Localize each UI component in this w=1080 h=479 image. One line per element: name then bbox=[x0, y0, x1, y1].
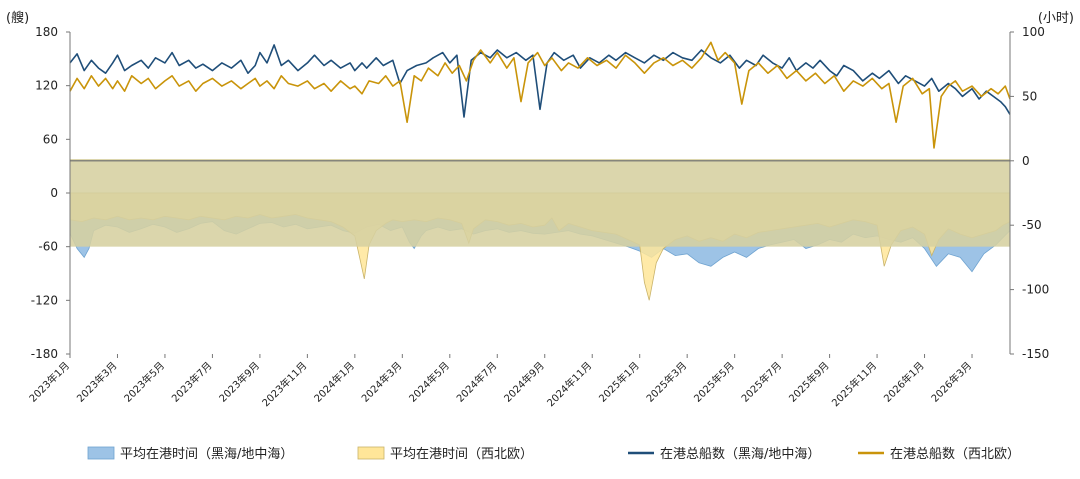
right-tick-label: 50 bbox=[1022, 89, 1037, 103]
x-tick-label: 2025年7月 bbox=[738, 359, 784, 405]
x-tick-label: 2024年9月 bbox=[501, 359, 547, 405]
x-tick-label: 2023年9月 bbox=[216, 359, 262, 405]
right-tick-label: 0 bbox=[1022, 154, 1030, 168]
left-tick-label: 180 bbox=[35, 25, 58, 39]
x-tick-label: 2024年1月 bbox=[311, 359, 357, 405]
right-tick-label: -100 bbox=[1022, 283, 1049, 297]
x-axis-ticks: 2023年1月 2023年3月 2023年5月 2023年7月 2023年9月2023年… bbox=[26, 354, 974, 409]
legend-swatch bbox=[87, 446, 115, 460]
x-tick-label: 2024年7月 bbox=[454, 359, 500, 405]
shaded-overlay-band bbox=[70, 159, 1010, 247]
right-tick-label: -150 bbox=[1022, 347, 1049, 361]
left-tick-label: -180 bbox=[31, 347, 58, 361]
line-series-group bbox=[69, 41, 1011, 149]
x-tick-label: 2024年11月 bbox=[544, 359, 594, 409]
left-tick-label: -120 bbox=[31, 293, 58, 307]
x-tick-label: 2023年1月 bbox=[26, 359, 72, 405]
x-tick-label: 2025年1月 bbox=[596, 359, 642, 405]
x-tick-label: 2025年5月 bbox=[691, 359, 737, 405]
x-tick-label: 2025年3月 bbox=[643, 359, 689, 405]
right-axis-ticks: 100 50 0 -50 -100 -150 bbox=[1010, 25, 1049, 361]
right-tick-label: 100 bbox=[1022, 25, 1045, 39]
x-tick-label: 2025年9月 bbox=[786, 359, 832, 405]
legend-label: 平均在港时间（黑海/地中海） bbox=[120, 447, 293, 462]
legend-label: 在港总船数（黑海/地中海） bbox=[660, 447, 820, 462]
right-tick-label: -50 bbox=[1022, 218, 1042, 232]
left-tick-label: -60 bbox=[38, 240, 58, 254]
x-tick-label: 2024年5月 bbox=[406, 359, 452, 405]
left-tick-label: 60 bbox=[43, 132, 58, 146]
x-tick-label: 2023年7月 bbox=[169, 359, 215, 405]
x-tick-label: 2023年3月 bbox=[74, 359, 120, 405]
legend-label: 在港总船数（西北欧） bbox=[890, 447, 1020, 462]
line-series-2 bbox=[69, 41, 1011, 149]
legend: 平均在港时间（黑海/地中海） 平均在港时间（西北欧） 在港总船数（黑海/地中海） 在港… bbox=[87, 446, 1020, 462]
x-tick-label: 2023年5月 bbox=[121, 359, 167, 405]
right-axis-unit: (小时) bbox=[1038, 11, 1074, 26]
left-tick-label: 120 bbox=[35, 79, 58, 93]
left-tick-label: 0 bbox=[50, 186, 58, 200]
x-tick-label: 2025年11月 bbox=[829, 359, 879, 409]
line-series-1 bbox=[69, 44, 1011, 118]
x-tick-label: 2026年3月 bbox=[928, 359, 974, 405]
legend-swatch bbox=[357, 446, 385, 460]
legend-label: 平均在港时间（西北欧） bbox=[390, 447, 533, 462]
x-tick-label: 2023年11月 bbox=[259, 359, 309, 409]
x-tick-label: 2026年1月 bbox=[881, 359, 927, 405]
left-axis-ticks: 180 120 60 0 -60 -120 -180 bbox=[31, 25, 70, 361]
x-tick-label: 2024年3月 bbox=[359, 359, 405, 405]
left-axis-unit: (艘) bbox=[6, 10, 29, 26]
